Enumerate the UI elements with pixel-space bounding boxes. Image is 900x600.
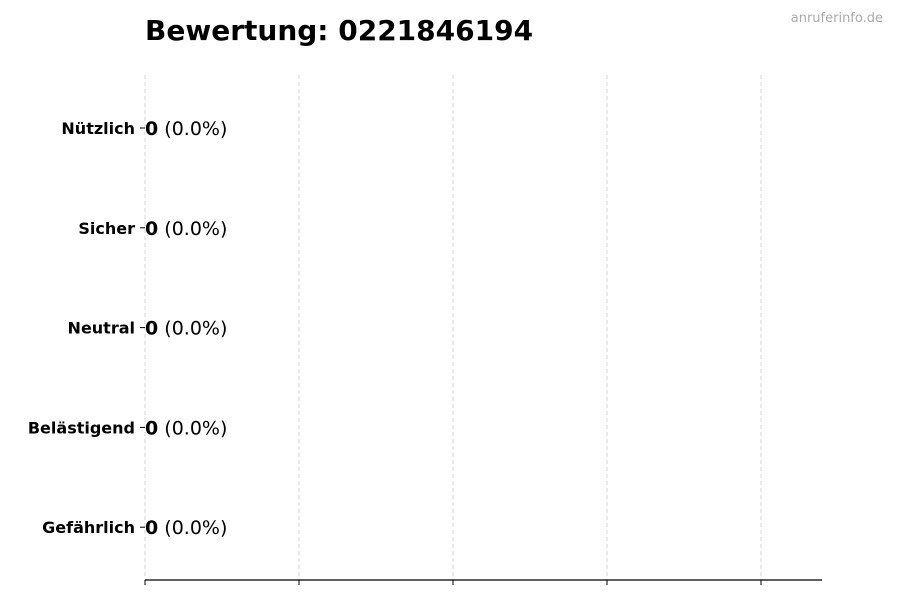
value-label: 0 (0.0%) xyxy=(145,318,227,340)
value-count: 0 xyxy=(145,417,158,439)
value-label: 0 (0.0%) xyxy=(145,218,227,240)
category-label: Sicher xyxy=(78,219,135,238)
category-label: Gefährlich xyxy=(42,518,135,537)
watermark: anruferinfo.de xyxy=(791,11,883,26)
value-label: 0 (0.0%) xyxy=(145,417,227,439)
value-percent: (0.0%) xyxy=(164,417,227,439)
value-count: 0 xyxy=(145,318,158,340)
category-label: Neutral xyxy=(68,319,135,338)
value-count: 0 xyxy=(145,517,158,539)
value-percent: (0.0%) xyxy=(164,218,227,240)
category-label: Belästigend xyxy=(28,418,135,437)
value-count: 0 xyxy=(145,218,158,240)
category-label: Nützlich xyxy=(61,119,135,138)
value-percent: (0.0%) xyxy=(164,517,227,539)
value-count: 0 xyxy=(145,118,158,140)
value-percent: (0.0%) xyxy=(164,318,227,340)
value-percent: (0.0%) xyxy=(164,118,227,140)
value-label: 0 (0.0%) xyxy=(145,517,227,539)
chart-title: Bewertung: 0221846194 xyxy=(145,14,533,47)
value-label: 0 (0.0%) xyxy=(145,118,227,140)
